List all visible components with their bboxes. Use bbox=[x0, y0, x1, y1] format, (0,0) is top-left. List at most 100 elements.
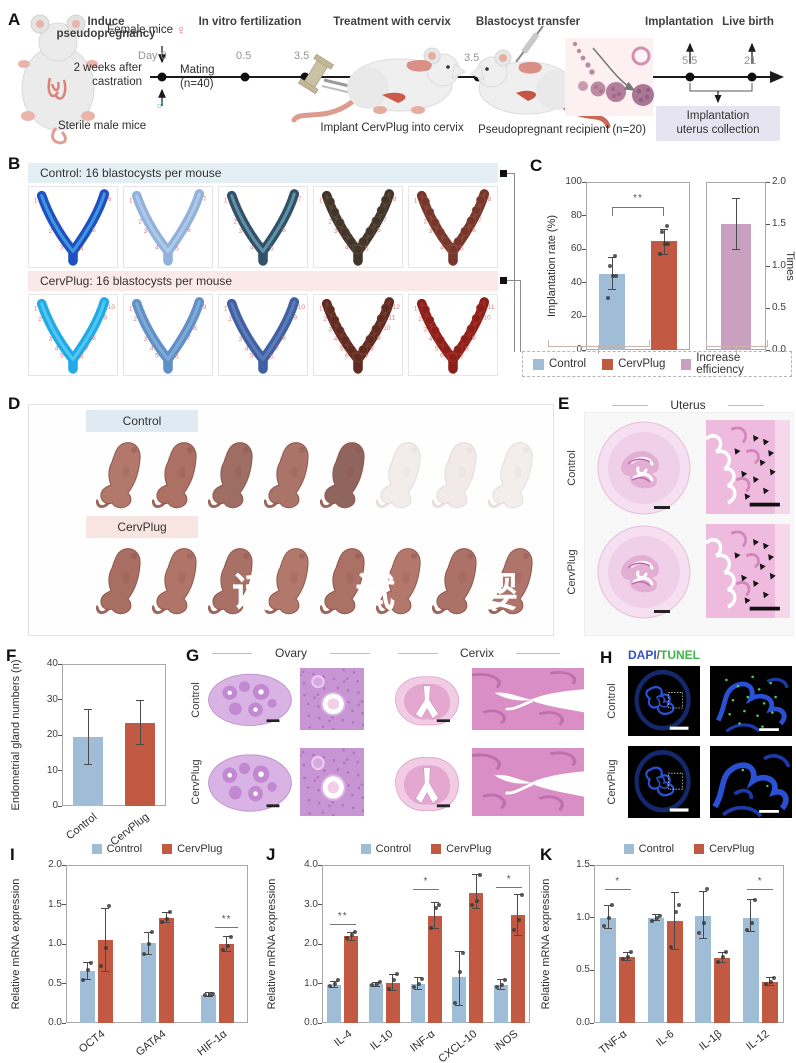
data-point bbox=[391, 978, 396, 983]
y-tick-label: 1.0 bbox=[48, 938, 62, 949]
svg-text:4: 4 bbox=[429, 336, 433, 343]
svg-text:3: 3 bbox=[429, 228, 433, 235]
ovary-section-control bbox=[204, 668, 296, 730]
male-symbol: ♂ bbox=[155, 96, 166, 112]
data-point bbox=[458, 969, 463, 974]
data-point bbox=[519, 892, 524, 897]
svg-text:8: 8 bbox=[465, 346, 469, 353]
data-point bbox=[516, 918, 521, 923]
svg-text:1: 1 bbox=[34, 306, 38, 313]
y-tick bbox=[62, 983, 66, 984]
svg-text:2: 2 bbox=[49, 228, 53, 235]
legend-label: Control bbox=[375, 843, 412, 855]
y-tick bbox=[318, 983, 322, 984]
bar bbox=[714, 957, 731, 1023]
sig-label: ** bbox=[337, 911, 348, 923]
y-tick-label: 20 bbox=[570, 310, 582, 322]
x-tick-label: iNOS bbox=[492, 1028, 521, 1054]
error-cap bbox=[670, 891, 679, 893]
svg-text:11: 11 bbox=[488, 304, 495, 311]
bar bbox=[344, 936, 359, 1023]
sig-bracket-stub bbox=[612, 207, 613, 217]
error-cap bbox=[765, 984, 774, 986]
connector-line bbox=[514, 173, 515, 352]
legend-item: Control bbox=[623, 843, 674, 855]
legend-item: CervPlug bbox=[162, 843, 222, 855]
pup-photo bbox=[431, 544, 484, 618]
data-point bbox=[666, 242, 670, 247]
y-tick bbox=[58, 734, 62, 736]
y-tick bbox=[766, 349, 770, 351]
error-cap bbox=[101, 971, 110, 973]
data-point bbox=[470, 902, 475, 907]
y-tick bbox=[582, 282, 586, 284]
error-cap bbox=[699, 938, 708, 940]
data-point bbox=[147, 942, 151, 946]
data-point bbox=[614, 274, 618, 279]
panel-label-e: E bbox=[558, 394, 570, 413]
bar bbox=[97, 940, 113, 1023]
dapi-tunel-title: DAPI/TUNEL bbox=[628, 648, 700, 662]
data-point bbox=[416, 981, 421, 986]
y-tick bbox=[582, 181, 586, 183]
ovary-zoom-control bbox=[300, 668, 364, 730]
uterus-photo: 1 2 3 4 5 6 11 10 9 8 7 bbox=[408, 294, 498, 376]
implant-caption: Implant CervPlug into cervix bbox=[320, 122, 464, 134]
tick-21: 21 bbox=[744, 55, 757, 67]
title-rule bbox=[212, 653, 252, 654]
svg-text:6: 6 bbox=[472, 227, 476, 234]
y-tick-label: 40 bbox=[46, 658, 58, 669]
connector-node bbox=[500, 170, 507, 177]
x-tick-label: GATA4 bbox=[133, 1028, 169, 1059]
data-point bbox=[705, 887, 710, 892]
data-point bbox=[107, 904, 112, 909]
endometrial-gland-chart: 0 10 20 30 40 Endometrial gland numbers (n) Co… bbox=[6, 648, 184, 848]
data-point bbox=[453, 1001, 458, 1006]
control-pups-row bbox=[95, 438, 546, 512]
svg-text:4: 4 bbox=[334, 336, 338, 343]
svg-text:4: 4 bbox=[55, 346, 59, 353]
panel-label-c: C bbox=[530, 156, 543, 175]
svg-text:3: 3 bbox=[328, 327, 332, 334]
pup-photo bbox=[431, 438, 484, 512]
error-bar bbox=[674, 892, 676, 950]
day0-label: Day 0 bbox=[138, 50, 167, 62]
data-point bbox=[663, 242, 667, 247]
bar bbox=[79, 970, 95, 1023]
svg-text:9: 9 bbox=[293, 314, 297, 321]
uterus-photo: 1 2 3 4 5 6 12 11 10 9 8 7 bbox=[313, 294, 403, 376]
svg-text:1: 1 bbox=[224, 198, 228, 205]
sig-label: ** bbox=[633, 193, 643, 205]
error-cap bbox=[371, 985, 380, 987]
data-point bbox=[716, 959, 721, 964]
y-axis-label: Times bbox=[784, 251, 796, 281]
timeline-illustration bbox=[18, 14, 784, 145]
cervix-zoom-cervplug bbox=[472, 748, 584, 816]
error-cap bbox=[746, 899, 755, 901]
data-point bbox=[350, 933, 355, 938]
error-bar bbox=[750, 899, 752, 932]
data-point bbox=[333, 982, 338, 987]
svg-text:2: 2 bbox=[423, 219, 427, 226]
caption-treatment: Treatment with cervix bbox=[333, 16, 451, 28]
y-tick-label: 80 bbox=[570, 209, 582, 221]
cervix-section-cervplug bbox=[386, 748, 468, 816]
svg-text:8: 8 bbox=[92, 335, 96, 342]
legend-label: CervPlug bbox=[446, 843, 492, 855]
y-tick bbox=[318, 1022, 322, 1024]
y-tick bbox=[318, 864, 322, 866]
data-point bbox=[433, 906, 438, 911]
y-axis-label: Implantation rate (%) bbox=[546, 214, 558, 318]
error-cap bbox=[496, 988, 505, 990]
svg-text:2: 2 bbox=[233, 219, 237, 226]
legend-swatch bbox=[623, 844, 634, 854]
data-point bbox=[676, 903, 681, 908]
cervplug-chip: CervPlug bbox=[86, 516, 198, 538]
svg-text:4: 4 bbox=[250, 245, 254, 252]
y-tick bbox=[766, 265, 770, 267]
error-cap bbox=[623, 951, 632, 953]
tunel-overview-control bbox=[628, 666, 700, 736]
panel-label-a: A bbox=[8, 10, 21, 29]
data-point bbox=[626, 954, 631, 959]
